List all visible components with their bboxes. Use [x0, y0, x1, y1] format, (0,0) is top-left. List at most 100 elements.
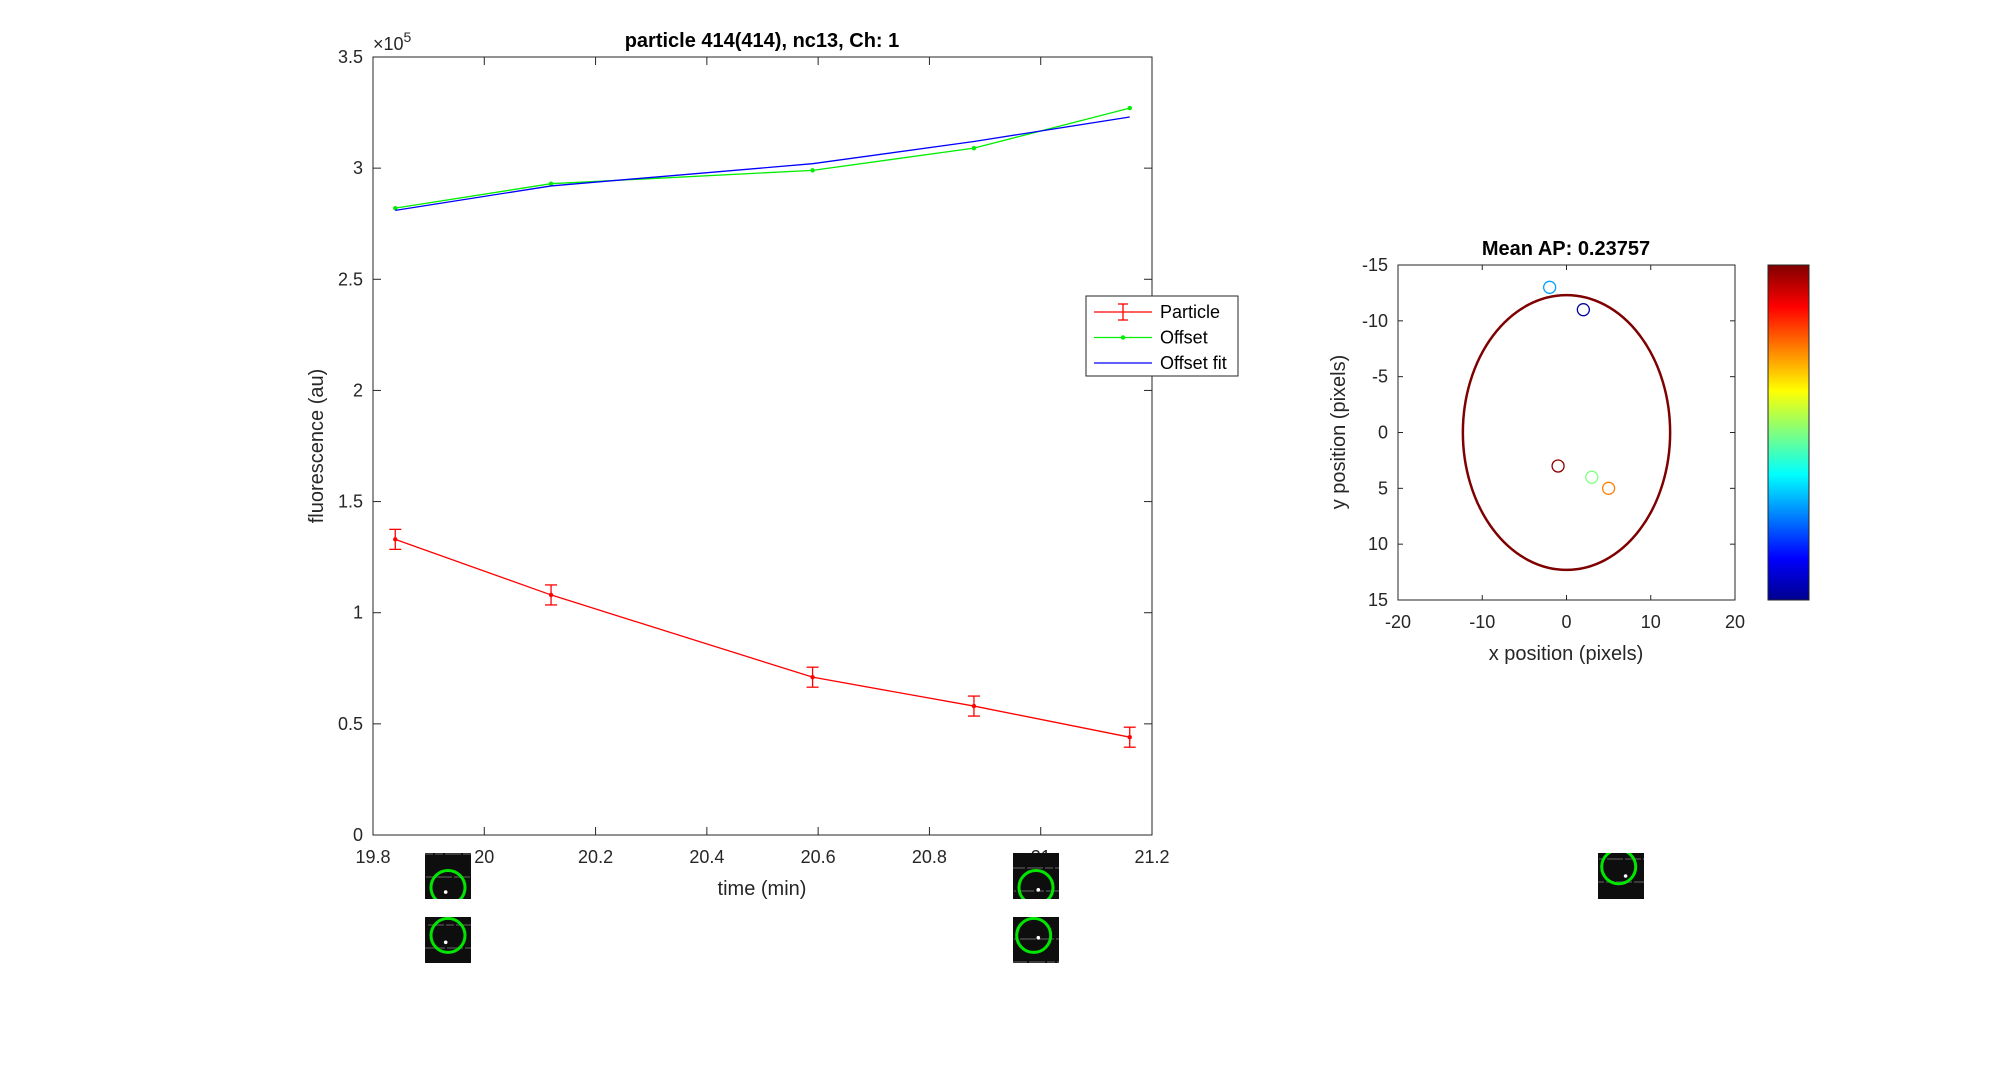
noise-speck — [463, 853, 465, 855]
legend-offset-marker — [1120, 335, 1126, 340]
noise-speck — [465, 853, 467, 855]
noise-speck — [1045, 867, 1047, 869]
noise-speck — [1056, 890, 1058, 892]
noise-speck — [1042, 890, 1044, 892]
noise-speck — [1058, 890, 1059, 892]
noise-speck — [448, 924, 450, 926]
legend-particle-label: Particle — [1160, 302, 1220, 322]
noise-speck — [464, 924, 466, 926]
x-tick-label: 10 — [1641, 612, 1661, 632]
noise-speck — [1630, 881, 1632, 883]
y-tick-label: 2.5 — [338, 269, 363, 289]
noise-speck — [454, 876, 456, 878]
noise-speck — [1033, 867, 1035, 869]
noise-speck — [1620, 881, 1622, 883]
noise-speck — [1058, 938, 1059, 940]
noise-speck — [1047, 961, 1049, 963]
noise-speck — [1057, 867, 1059, 869]
noise-speck — [1052, 938, 1054, 940]
noise-speck — [1034, 938, 1036, 940]
noise-speck — [1039, 867, 1041, 869]
particle-thumbnail — [1598, 853, 1644, 899]
noise-speck — [1030, 938, 1032, 940]
noise-speck — [461, 947, 463, 949]
noise-speck — [430, 876, 432, 878]
noise-speck — [1639, 858, 1641, 860]
noise-speck — [468, 876, 470, 878]
noise-speck — [1611, 858, 1613, 860]
noise-speck — [1013, 867, 1015, 869]
noise-speck — [1026, 938, 1028, 940]
noise-speck — [1020, 890, 1022, 892]
particle-thumbnail — [1013, 917, 1059, 963]
x-tick-label: -20 — [1385, 612, 1411, 632]
thumbnail-image — [425, 853, 471, 899]
noise-speck — [426, 876, 428, 878]
particle-ring — [1015, 917, 1053, 954]
noise-speck — [453, 853, 455, 855]
particle-ring — [1600, 853, 1638, 886]
noise-speck — [1047, 867, 1049, 869]
noise-speck — [439, 853, 441, 855]
chart1-legend[interactable]: Particle Offset Offset fit — [1085, 295, 1239, 377]
noise-speck — [1048, 890, 1050, 892]
offset-point — [1127, 105, 1132, 111]
noise-speck — [1024, 890, 1026, 892]
noise-speck — [1635, 858, 1637, 860]
noise-speck — [1037, 961, 1039, 963]
noise-speck — [1056, 938, 1058, 940]
x-tick-label: 19.8 — [355, 847, 390, 867]
chart1-series — [389, 105, 1136, 748]
noise-speck — [427, 947, 429, 949]
particle-ring — [1017, 869, 1055, 899]
noise-speck — [447, 947, 449, 949]
noise-speck — [466, 876, 468, 878]
noise-speck — [1028, 938, 1030, 940]
thumbnail-image — [425, 917, 471, 954]
noise-speck — [1035, 961, 1037, 963]
noise-speck — [1613, 858, 1615, 860]
y-tick-label: 3 — [353, 158, 363, 178]
noise-speck — [1627, 858, 1629, 860]
noise-speck — [1629, 858, 1631, 860]
noise-speck — [437, 853, 439, 855]
noise-speck — [446, 924, 448, 926]
noise-speck — [1046, 890, 1048, 892]
noise-speck — [1051, 867, 1053, 869]
noise-speck — [442, 924, 444, 926]
noise-speck — [429, 947, 431, 949]
chart1-y-exponent-base: ×10 — [373, 34, 404, 54]
particle-point — [393, 537, 398, 542]
noise-speck — [428, 924, 430, 926]
noise-speck — [464, 876, 466, 878]
chart1-y-exponent-power: 5 — [404, 29, 412, 45]
noise-speck — [1021, 961, 1023, 963]
offset-point — [548, 181, 554, 186]
noise-speck — [465, 947, 467, 949]
noise-speck — [1609, 858, 1611, 860]
noise-speck — [1017, 961, 1019, 963]
noise-speck — [1636, 881, 1638, 883]
particle-spot — [443, 940, 448, 945]
noise-speck — [452, 924, 454, 926]
noise-speck — [1019, 867, 1021, 869]
chart2-plot-area — [1397, 264, 1736, 601]
noise-speck — [440, 924, 442, 926]
legend-offset-fit-label: Offset fit — [1160, 353, 1227, 373]
noise-speck — [449, 853, 451, 855]
particle-point — [1127, 734, 1132, 740]
noise-speck — [467, 853, 469, 855]
noise-speck — [1619, 858, 1621, 860]
noise-speck — [441, 947, 443, 949]
noise-speck — [445, 853, 447, 855]
position-chart: Mean AP: 0.23757 x position (pixels) y p… — [1328, 238, 1810, 665]
noise-speck — [1600, 881, 1602, 883]
noise-speck — [431, 853, 433, 855]
thumbnail-image — [1013, 917, 1059, 963]
noise-speck — [450, 924, 452, 926]
chart1-title: particle 414(414), nc13, Ch: 1 — [625, 30, 900, 52]
noise-speck — [1031, 961, 1033, 963]
x-tick-label: 20.2 — [578, 847, 613, 867]
noise-speck — [1602, 881, 1604, 883]
noise-speck — [450, 876, 452, 878]
